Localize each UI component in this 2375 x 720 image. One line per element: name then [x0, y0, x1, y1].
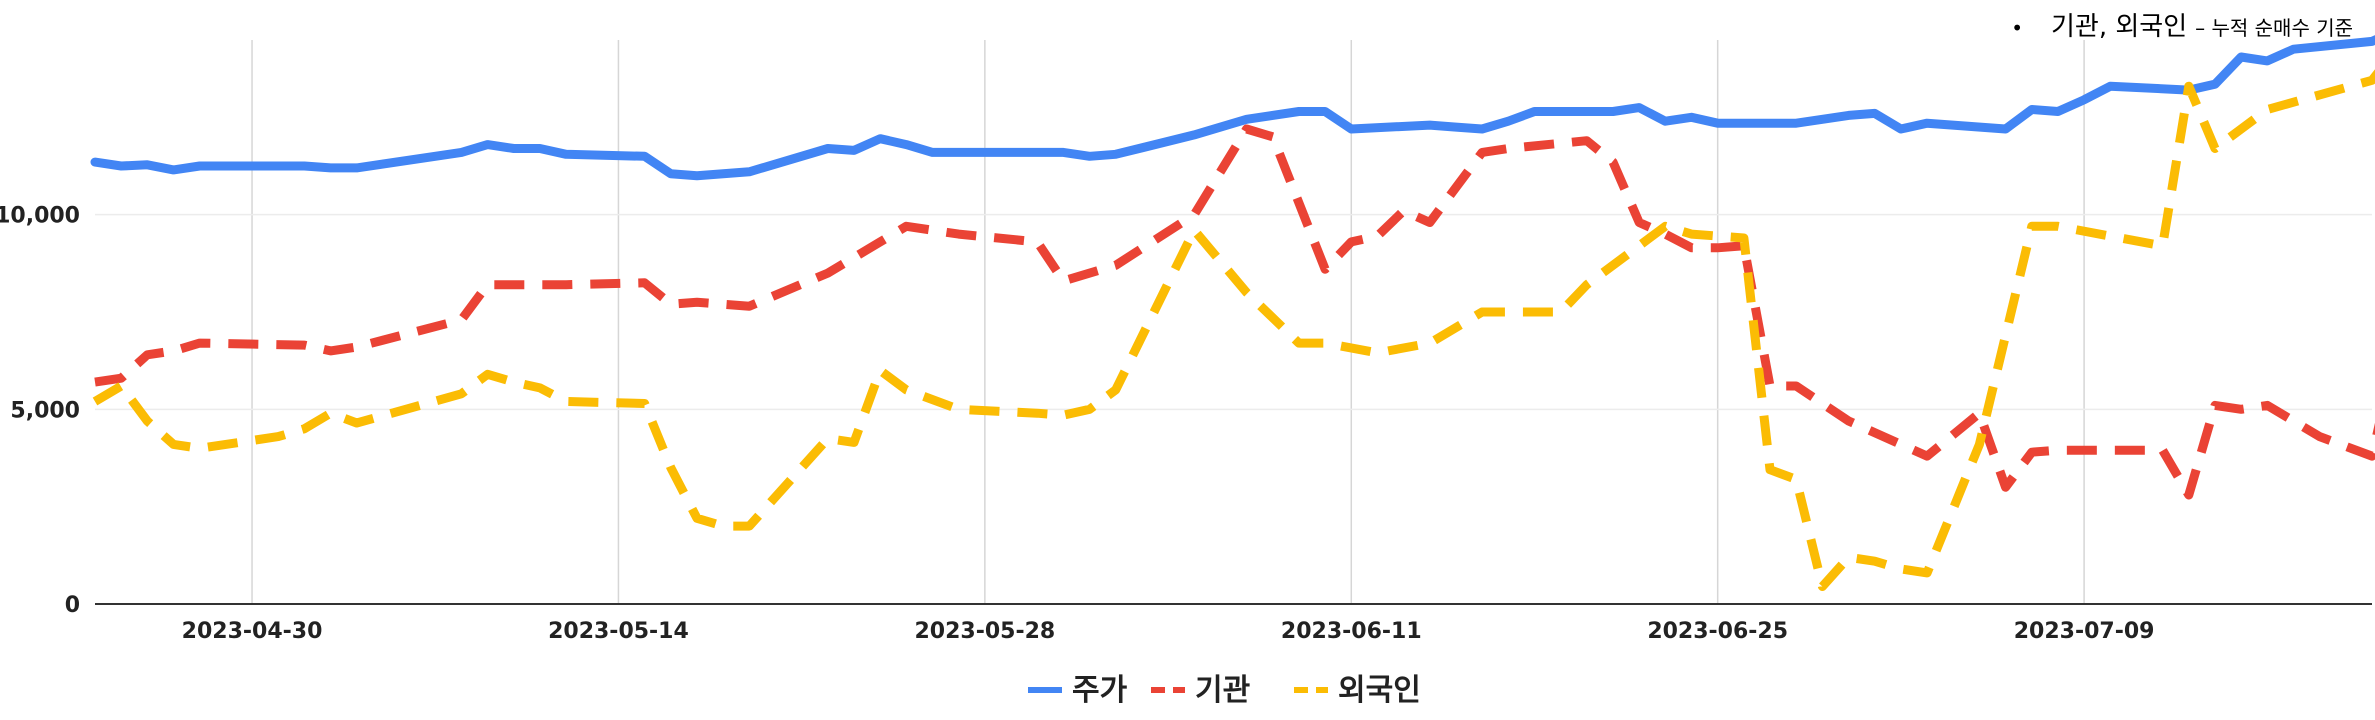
x-tick-label: 2023-07-09 — [2014, 619, 2155, 644]
chart-note: • 기관, 외국인 – 누적 순매수 기준 — [2011, 6, 2353, 43]
legend-label-기관: 기관 — [1195, 673, 1250, 708]
y-tick-label: 10,000 — [0, 204, 80, 229]
series-line-기관 — [94, 124, 2375, 500]
y-tick-label: 0 — [65, 593, 80, 618]
x-tick-label: 2023-05-14 — [548, 619, 689, 644]
note-subtitle: – 누적 순매수 기준 — [2195, 16, 2353, 40]
legend-label-외국인: 외국인 — [1338, 673, 1421, 708]
note-bullet: • — [2011, 16, 2023, 40]
x-tick-label: 2023-05-28 — [914, 619, 1055, 644]
x-tick-label: 2023-04-30 — [182, 619, 323, 644]
y-tick-label: 5,000 — [10, 398, 80, 423]
x-tick-label: 2023-06-25 — [1647, 619, 1788, 644]
series-line-주가 — [90, 35, 2375, 181]
x-tick-label: 2023-06-11 — [1281, 619, 1422, 644]
legend-label-주가: 주가 — [1072, 673, 1128, 708]
note-title: 기관, 외국인 — [2050, 12, 2188, 42]
series-line-외국인 — [92, 69, 2375, 591]
